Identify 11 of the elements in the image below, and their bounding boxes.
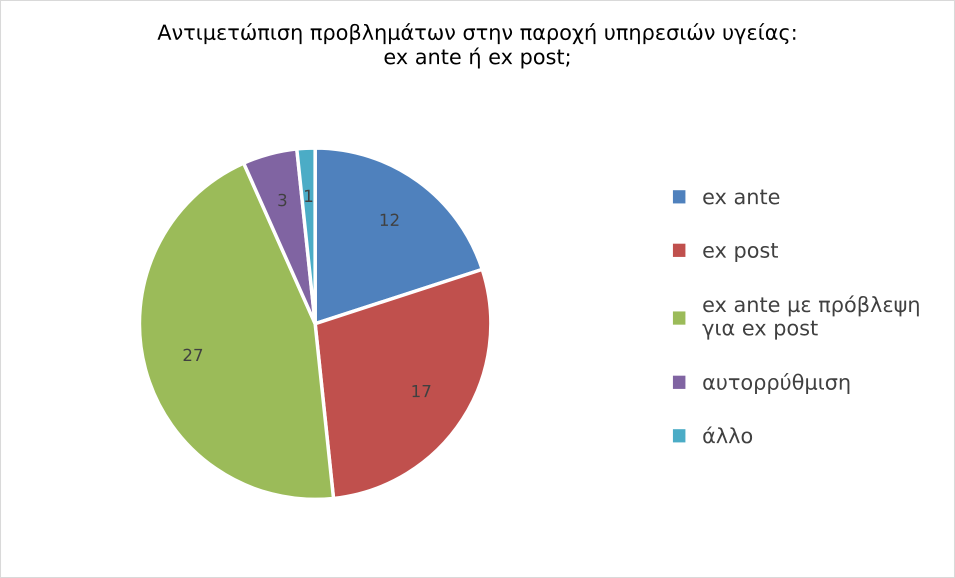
legend-label: άλλο <box>703 426 752 444</box>
legend-label: ex ante με πρόβλεψη για ex post <box>702 295 919 340</box>
chart-title: Αντιμετώπιση προβλημάτων στην παροχή υπηρεσιών υγείας: ex ante ή ex post; <box>157 23 796 68</box>
data-label: 3 <box>278 194 286 206</box>
data-label: 12 <box>380 214 398 226</box>
legend-label: ex ante <box>703 190 780 204</box>
data-label: 1 <box>305 190 312 202</box>
data-label: 17 <box>412 385 430 398</box>
legend-label: ex post <box>703 243 778 262</box>
data-label: 27 <box>184 348 202 362</box>
legend-label: αυτορρύθμιση <box>703 372 850 394</box>
